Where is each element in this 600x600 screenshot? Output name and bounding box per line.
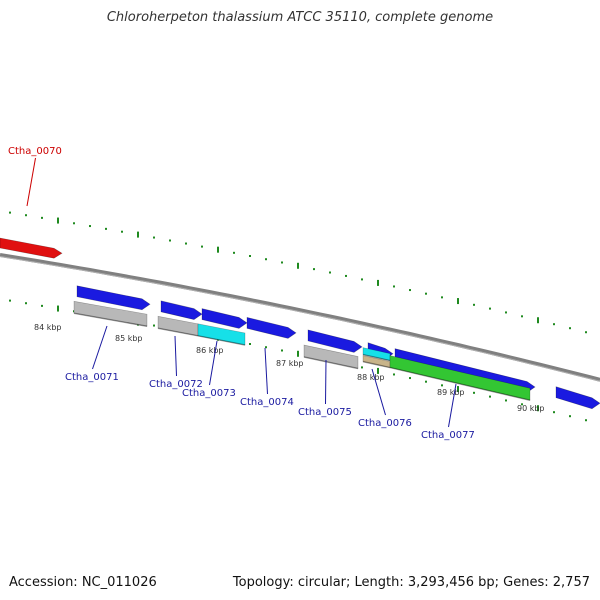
kbp-label: 87 kbp bbox=[276, 359, 304, 368]
kbp-label: 90 kbp bbox=[517, 404, 545, 413]
cds-bar-ctha-0075-shadow bbox=[303, 356, 359, 370]
gene-arrow-ctha-0070 bbox=[0, 237, 63, 259]
cds-bar-ctha-0075 bbox=[303, 344, 359, 369]
cds-bar-ctha-0076-a-shadow bbox=[362, 353, 391, 362]
gene-label-ctha-0074: Ctha_0074 bbox=[240, 397, 294, 408]
gene-label-ctha-0076: Ctha_0076 bbox=[358, 418, 412, 429]
leader-line bbox=[371, 368, 386, 416]
cds-bar-ctha-0077-shadow bbox=[389, 366, 531, 402]
kbp-label: 85 kbp bbox=[115, 334, 143, 343]
accession-text: Accession: NC_011026 bbox=[9, 575, 157, 590]
cds-bar-ctha-0073-shadow bbox=[197, 335, 246, 346]
leader-line bbox=[264, 347, 268, 395]
leader-line bbox=[325, 359, 327, 405]
gene-arrow-next bbox=[555, 386, 600, 410]
topology-summary: Topology: circular; Length: 3,293,456 bp… bbox=[232, 575, 590, 590]
cds-bar-ctha-0076-b-shadow bbox=[362, 360, 391, 369]
leader-line bbox=[209, 340, 218, 386]
kbp-label: 89 kbp bbox=[437, 388, 465, 397]
cds-bar-ctha-0072-shadow bbox=[157, 327, 199, 337]
map-title: Chloroherpeton thalassium ATCC 35110, co… bbox=[106, 10, 494, 25]
cds-bar-ctha-0077 bbox=[389, 355, 531, 401]
genome-backbone bbox=[0, 253, 600, 382]
cds-bar-ctha-0071 bbox=[73, 300, 148, 327]
gene-arrow-ctha-0074 bbox=[246, 317, 297, 339]
kbp-label: 88 kbp bbox=[357, 373, 385, 382]
leader-line bbox=[448, 383, 457, 428]
gene-arrow-ctha-0073 bbox=[201, 308, 248, 329]
cds-bar-ctha-0071-shadow bbox=[73, 312, 148, 327]
gene-label-ctha-0071: Ctha_0071 bbox=[65, 372, 119, 383]
gene-label-ctha-0073: Ctha_0073 bbox=[182, 388, 236, 399]
kbp-label: 86 kbp bbox=[196, 346, 224, 355]
gene-arrow-ctha-0072 bbox=[160, 300, 203, 320]
leader-line bbox=[92, 325, 108, 370]
gene-label-ctha-0077: Ctha_0077 bbox=[421, 430, 475, 441]
kbp-label: 84 kbp bbox=[34, 323, 62, 332]
gene-label-ctha-0070: Ctha_0070 bbox=[8, 146, 62, 157]
leader-line bbox=[26, 157, 36, 207]
gene-label-ctha-0072: Ctha_0072 bbox=[149, 379, 203, 390]
gene-arrow-ctha-0075 bbox=[307, 329, 363, 353]
cds-bar-ctha-0073 bbox=[197, 323, 246, 346]
gene-label-ctha-0075: Ctha_0075 bbox=[298, 407, 352, 418]
leader-line bbox=[174, 335, 177, 377]
gene-arrow-ctha-0071 bbox=[76, 285, 151, 311]
genome-backbone-shade bbox=[0, 256, 600, 382]
